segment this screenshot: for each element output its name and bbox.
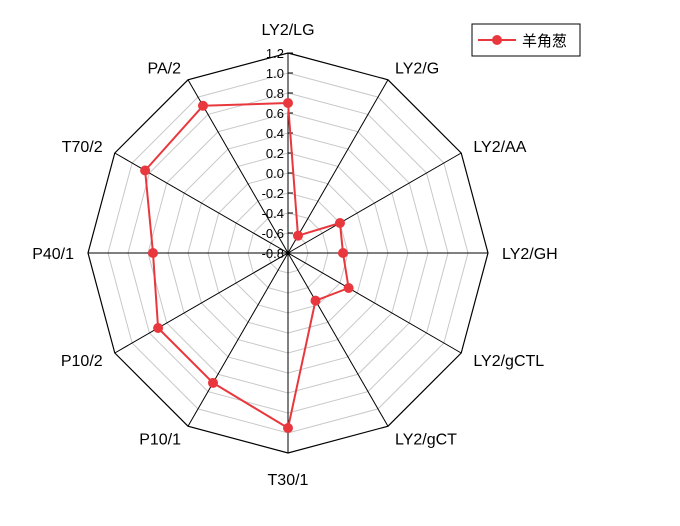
series-point: [283, 98, 293, 108]
series-point: [148, 248, 158, 258]
axis-spoke: [287, 252, 389, 427]
axis-spoke: [287, 152, 462, 254]
series-point: [153, 323, 164, 333]
series-point: [293, 230, 303, 241]
axis-spoke: [114, 252, 289, 354]
axis-label: LY2/LG: [261, 22, 314, 39]
tick-label: 0.8: [266, 86, 284, 101]
series-point: [140, 165, 151, 176]
tick-labels: -0.8 -0.6 -0.4 -0.2 0.0 0.2 0.4 0.6 0.8 1.0 1.2: [262, 46, 293, 261]
axis-spoke: [187, 252, 289, 427]
tick-label: -0.8: [262, 246, 284, 261]
series-point: [310, 295, 321, 306]
axis-label: LY2/G: [395, 61, 439, 78]
tick-label: 0.4: [266, 126, 284, 141]
series-point: [283, 423, 293, 433]
tick-label: 0.6: [266, 106, 284, 121]
series-point: [343, 283, 354, 293]
tick-label: 0.2: [266, 146, 284, 161]
axis-label: P40/1: [32, 246, 74, 263]
tick-label: 1.2: [266, 46, 284, 61]
axis-label: LY2/AA: [473, 139, 526, 156]
series-layer: [140, 98, 354, 433]
legend: 羊角葱: [471, 23, 581, 57]
series-point: [208, 377, 218, 388]
axis-label: PA/2: [148, 61, 182, 78]
tick-label: 0.0: [266, 166, 284, 181]
legend-point-marker: [492, 35, 502, 45]
axis-label: P10/1: [139, 431, 181, 448]
axis-label: T30/1: [268, 472, 309, 489]
tick-label: -0.4: [262, 206, 284, 221]
axis-spoke: [287, 252, 462, 354]
axis-label: P10/2: [61, 353, 103, 370]
tick-label: -0.2: [262, 186, 284, 201]
axis-label: LY2/gCT: [395, 431, 457, 448]
series-line: [144, 102, 350, 429]
axis-labels: LY2/LG LY2/G LY2/AA LY2/GH LY2/gCTL LY2/gCT T3…: [32, 22, 558, 489]
axis-spoke: [287, 79, 389, 254]
axis-label: LY2/GH: [502, 246, 558, 263]
legend-label: 羊角葱: [522, 32, 567, 50]
tick-label: -0.6: [262, 226, 284, 241]
series-point: [338, 248, 348, 258]
axis-label: LY2/gCTL: [473, 353, 544, 370]
axis-label: T70/2: [62, 139, 103, 156]
series-point: [198, 100, 208, 111]
series-point: [334, 218, 345, 228]
tick-label: 1.0: [266, 66, 284, 81]
